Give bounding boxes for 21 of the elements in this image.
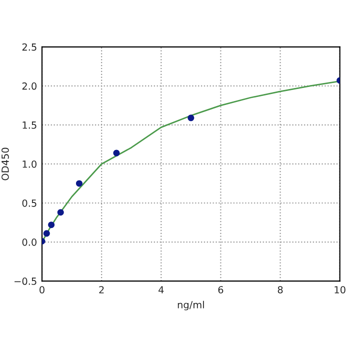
point bbox=[57, 209, 64, 216]
point bbox=[188, 114, 194, 122]
x-axis-title: ng/ml bbox=[178, 300, 204, 310]
x-tick-label: 8 bbox=[278, 286, 283, 294]
x-tick-label: 4 bbox=[158, 286, 164, 294]
x-tick-label: 0 bbox=[40, 286, 44, 294]
x-tick-label: 2 bbox=[99, 286, 104, 294]
y-axis-title: OD450 bbox=[2, 148, 9, 180]
y-tick-label: 0.0 bbox=[22, 238, 36, 246]
y-tick-label: 1.0 bbox=[22, 160, 36, 168]
x-tick-label: 6 bbox=[218, 286, 224, 294]
x-tick-label: 10 bbox=[334, 286, 346, 294]
y-tick-label: 2.0 bbox=[22, 82, 36, 90]
y-tick-label: 1.5 bbox=[22, 122, 36, 129]
y-tick-label: 2.5 bbox=[22, 43, 36, 51]
point bbox=[113, 150, 120, 156]
y-tick-label: −0.5 bbox=[14, 278, 36, 285]
point bbox=[43, 230, 50, 237]
point bbox=[48, 222, 55, 228]
y-tick-label: 0.5 bbox=[22, 199, 36, 207]
point bbox=[76, 180, 82, 187]
